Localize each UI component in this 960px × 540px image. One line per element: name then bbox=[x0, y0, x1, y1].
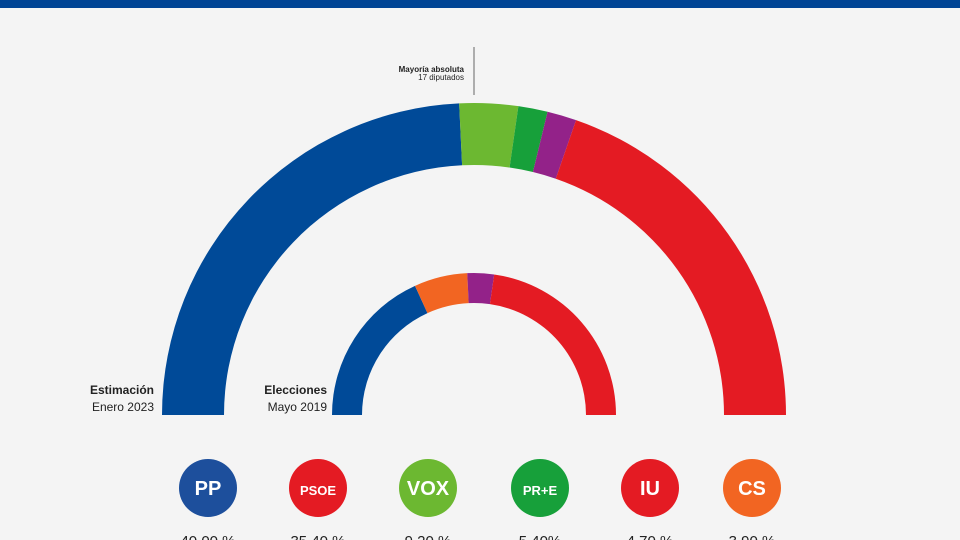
party-logo-label: PP bbox=[195, 478, 222, 500]
party-logo bbox=[399, 459, 457, 517]
seat-segment bbox=[555, 120, 786, 415]
party-logo bbox=[723, 459, 781, 517]
seat-segment bbox=[459, 102, 519, 168]
party-logo-label: IU bbox=[640, 478, 660, 500]
annotation-title: Mayoría absoluta bbox=[399, 65, 465, 74]
party-share: 3,90 % bbox=[729, 533, 776, 540]
annotation-subtitle: 17 diputados bbox=[418, 73, 464, 82]
party-logo bbox=[621, 459, 679, 517]
ring-date: Mayo 2019 bbox=[268, 400, 328, 414]
party-share: 35,40 % bbox=[290, 533, 345, 540]
party-share: 4,70 % bbox=[627, 533, 674, 540]
seat-segment bbox=[489, 274, 616, 415]
ring-name: Elecciones bbox=[264, 383, 327, 397]
party-logo-label: PSOE bbox=[300, 483, 336, 498]
party-logo-label: PR+E bbox=[523, 483, 558, 498]
ring-date: Enero 2023 bbox=[92, 400, 154, 414]
party-logo-label: VOX bbox=[407, 478, 450, 500]
ring-name: Estimación bbox=[90, 383, 154, 397]
seat-segment bbox=[332, 285, 428, 415]
seat-segment bbox=[532, 111, 577, 179]
party-logo bbox=[289, 459, 347, 517]
seat-segment bbox=[415, 273, 469, 314]
top-bar bbox=[0, 0, 960, 8]
party-share: 40,00 % bbox=[180, 533, 235, 540]
seat-segment bbox=[162, 103, 463, 415]
party-logo bbox=[511, 459, 569, 517]
party-share: 9,20 % bbox=[405, 533, 452, 540]
party-logo bbox=[179, 459, 237, 517]
seat-segment bbox=[509, 106, 548, 173]
party-logo-label: CS bbox=[738, 478, 766, 500]
seat-segment bbox=[467, 273, 495, 305]
party-share: 5,40% bbox=[519, 533, 562, 540]
